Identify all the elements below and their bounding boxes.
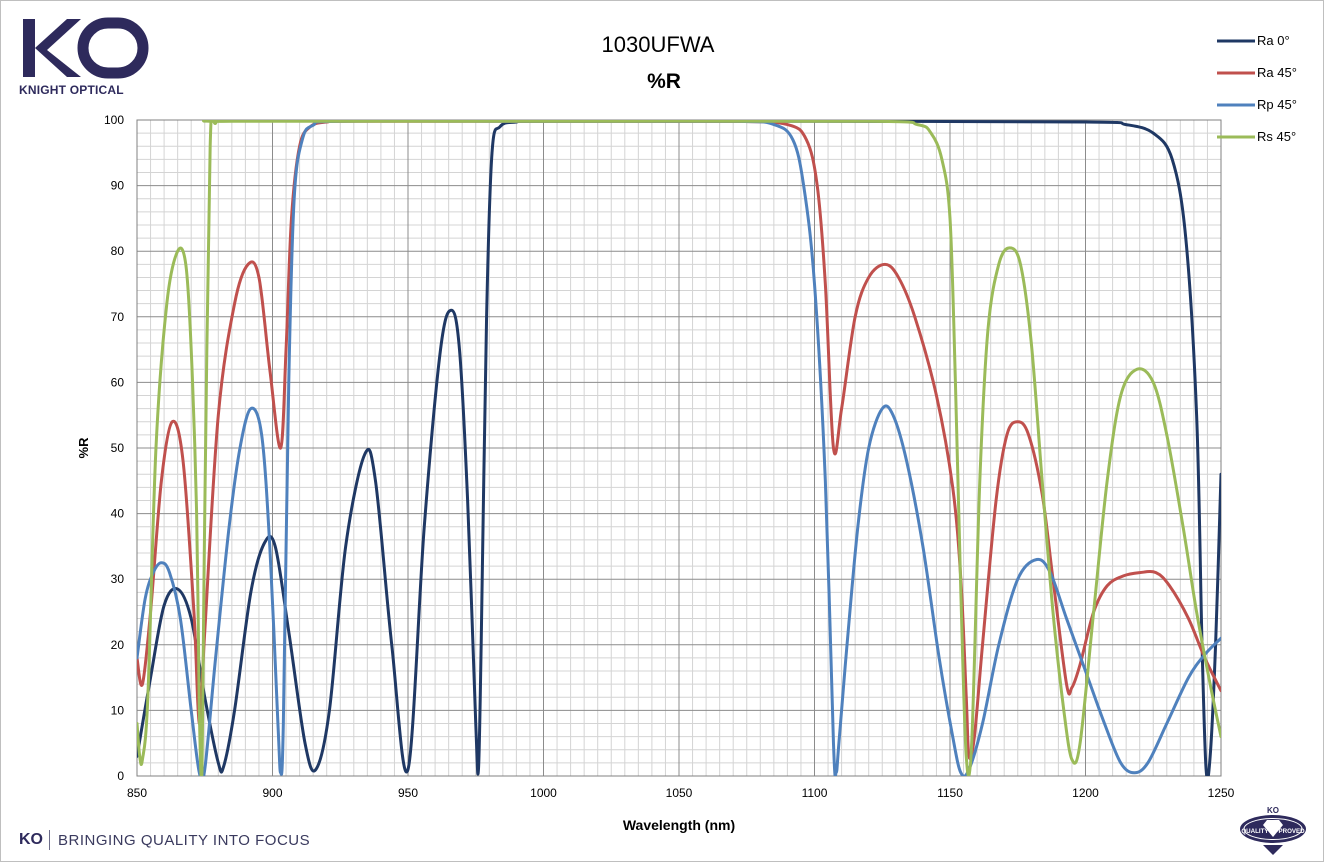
y-tick-label: 10 <box>111 703 125 717</box>
x-tick-label: 1000 <box>530 786 557 800</box>
series-line-ra-0 <box>137 120 1221 776</box>
company-name: KNIGHT OPTICAL <box>19 83 124 97</box>
y-tick-label: 50 <box>111 441 125 455</box>
y-axis-ticks: 0 10 20 30 40 50 60 70 80 90 100 <box>104 113 124 783</box>
knight-optical-logo: KNIGHT OPTICAL <box>19 15 159 105</box>
y-tick-label: 100 <box>104 113 124 127</box>
legend-label-rp-45: Rp 45° <box>1257 97 1297 112</box>
y-tick-label: 40 <box>111 507 125 521</box>
chart-title: 1030UFWA <box>602 32 715 57</box>
footer-ko-mark: KO <box>19 831 43 848</box>
x-tick-label: 1200 <box>1072 786 1099 800</box>
x-tick-label: 1050 <box>666 786 693 800</box>
ko-logo-mark <box>23 17 149 79</box>
series-line-rs-45 <box>137 120 1221 776</box>
x-tick-label: 1250 <box>1208 786 1235 800</box>
y-tick-label: 80 <box>111 244 125 258</box>
footer-divider <box>49 830 50 850</box>
x-axis-label: Wavelength (nm) <box>623 817 735 833</box>
x-tick-label: 900 <box>262 786 282 800</box>
footer-tagline: BRINGING QUALITY INTO FOCUS <box>58 831 311 849</box>
y-tick-label: 0 <box>117 769 124 783</box>
badge-top-text: KO <box>1267 807 1279 815</box>
series-line-rp-45 <box>137 120 1221 776</box>
series-line-ra-45 <box>137 120 1221 761</box>
legend: Ra 0° Ra 45° Rp 45° Rs 45° <box>1217 33 1297 144</box>
x-axis-ticks: 850 900 950 1000 1050 1100 1150 1200 1250 <box>127 786 1235 800</box>
badge-label: QUALITY APPROVED <box>1241 828 1305 835</box>
legend-label-ra-0: Ra 0° <box>1257 33 1290 48</box>
y-tick-label: 70 <box>111 310 125 324</box>
legend-label-ra-45: Ra 45° <box>1257 65 1297 80</box>
x-tick-label: 850 <box>127 786 147 800</box>
y-axis-label: %R <box>76 437 91 459</box>
x-tick-label: 950 <box>398 786 418 800</box>
y-tick-label: 60 <box>111 375 125 389</box>
y-tick-label: 90 <box>111 179 125 193</box>
quality-approved-badge: KO QUALITY APPROVED <box>1240 807 1306 855</box>
x-tick-label: 1150 <box>937 786 963 800</box>
y-tick-label: 30 <box>111 572 125 586</box>
legend-label-rs-45: Rs 45° <box>1257 129 1296 144</box>
footer: KO BRINGING QUALITY INTO FOCUS <box>19 829 310 851</box>
chart-subtitle: %R <box>647 70 681 93</box>
x-tick-label: 1100 <box>802 786 828 800</box>
series-lines <box>137 120 1221 776</box>
y-tick-label: 20 <box>111 638 125 652</box>
